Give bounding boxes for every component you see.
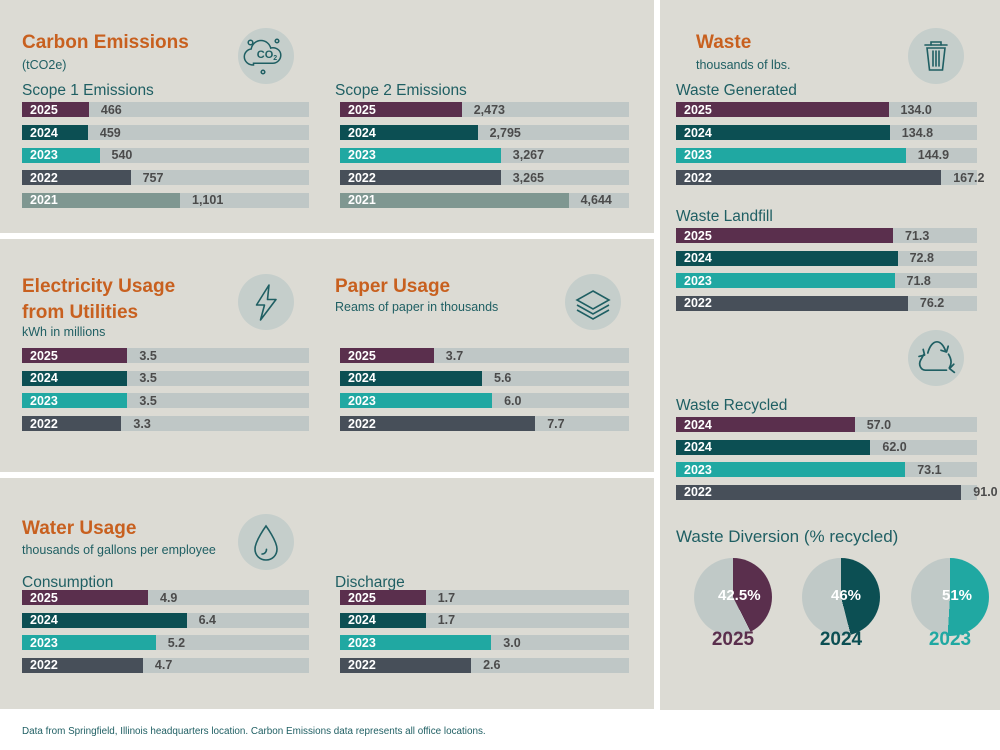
svg-text:CO2: CO2 <box>257 49 278 62</box>
